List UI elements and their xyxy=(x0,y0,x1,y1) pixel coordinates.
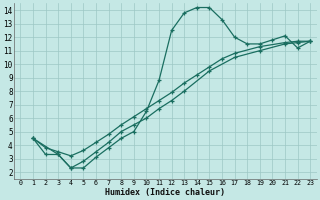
X-axis label: Humidex (Indice chaleur): Humidex (Indice chaleur) xyxy=(105,188,225,197)
